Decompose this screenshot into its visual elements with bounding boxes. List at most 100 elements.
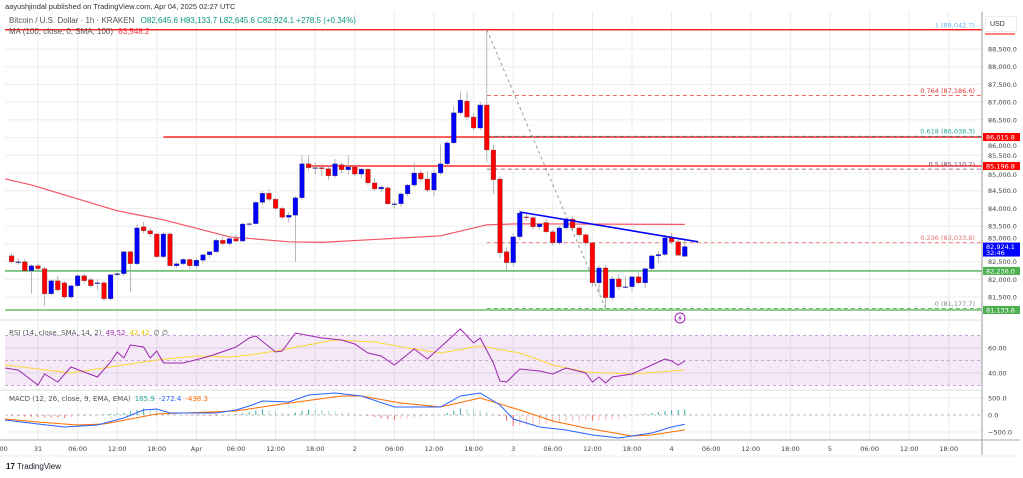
- macd-histogram-bar: [110, 413, 112, 415]
- candle-body: [339, 164, 345, 170]
- macd-histogram-bar: [552, 415, 554, 423]
- candle-body: [160, 233, 166, 257]
- price-badge-label: 85,196.8: [986, 163, 1015, 171]
- price-axis-label: 83,000.0: [988, 235, 1017, 243]
- rsi-pane: [4, 328, 982, 386]
- rsi-legend[interactable]: RSI (14, close, SMA, 14, 2) 49.52 42.42 ∅ ∅: [9, 329, 172, 338]
- price-axis-label: 85,000.0: [988, 171, 1017, 179]
- candle-body: [15, 261, 21, 263]
- signal-value: -438.3: [185, 395, 208, 403]
- fib-level-label: 0 (81,177.7): [935, 300, 975, 308]
- published-line: aayushjindal published on TradingView.co…: [5, 2, 236, 11]
- candle-body: [200, 254, 206, 261]
- candle-body: [319, 167, 325, 169]
- macd-histogram-bar: [143, 408, 145, 415]
- horizontal-levels[interactable]: [5, 29, 982, 311]
- symbol-legend[interactable]: Bitcoin / U.S. Dollar · 1h · KRAKEN O82,…: [9, 16, 356, 25]
- macd-histogram-bar: [360, 415, 362, 416]
- ma-value: 83,548.2: [118, 27, 150, 36]
- price-axis-label: 86,500.0: [988, 116, 1017, 124]
- macd-histogram-bar: [70, 415, 72, 418]
- candle-body: [81, 275, 87, 281]
- price-axis-label: 82,000.0: [988, 276, 1017, 284]
- macd-histogram-bar: [585, 415, 587, 421]
- macd-histogram-bar: [77, 415, 79, 417]
- macd-histogram-bar: [473, 409, 475, 415]
- tradingview-logo[interactable]: 17 TradingView: [6, 462, 61, 471]
- macd-histogram-bar: [644, 413, 646, 415]
- macd-histogram-bar: [149, 409, 151, 415]
- candle-body: [616, 278, 622, 287]
- candle-body: [543, 222, 549, 232]
- time-axis-label: 06:00: [860, 445, 879, 453]
- macd-histogram-bar: [578, 415, 580, 421]
- macd-histogram-bar: [446, 412, 448, 415]
- candle-body: [570, 218, 576, 229]
- flash-icon[interactable]: [674, 312, 686, 324]
- macd-histogram-bar: [189, 415, 191, 416]
- macd-histogram-bar: [96, 415, 98, 416]
- candle-body: [352, 166, 358, 175]
- candle-body: [42, 268, 48, 294]
- trendline[interactable]: [519, 211, 699, 243]
- macd-histogram-bar: [618, 415, 620, 420]
- candle-body: [583, 234, 589, 243]
- candle-body: [259, 193, 265, 203]
- macd-histogram-bar: [440, 415, 442, 416]
- macd-histogram-bar: [275, 411, 277, 415]
- macd-histogram-bar: [413, 415, 415, 418]
- ma-legend[interactable]: MA (100, close, 0, SMA, 100) 83,548.2: [9, 27, 149, 36]
- candle-body: [22, 261, 28, 271]
- macd-histogram-bar: [453, 410, 455, 415]
- ma-100-line: [4, 178, 685, 244]
- macd-histogram-bar: [202, 415, 204, 416]
- candle-body: [372, 182, 378, 190]
- candle-body: [108, 274, 114, 299]
- macd-histogram-bar: [525, 415, 527, 426]
- price-badge-label: 86,015.8: [986, 134, 1015, 142]
- fib-retracement[interactable]: 1 (89,042.7) 0.764 (87,186.6) 0.618 (86,03…: [486, 21, 982, 309]
- time-axis-label: 06:00: [227, 445, 246, 453]
- candle-body: [213, 240, 219, 252]
- macd-histogram-bar: [228, 414, 230, 416]
- price-axis-label: 81,500.0: [988, 294, 1017, 302]
- candle-body: [411, 172, 417, 186]
- macd-histogram-bar: [400, 415, 402, 420]
- macd-histogram-bar: [664, 411, 666, 415]
- candle-body: [504, 251, 510, 263]
- macd-histogram-bar: [123, 412, 125, 415]
- time-axis-label: 06:00: [68, 445, 87, 453]
- macd-histogram-bar: [347, 413, 349, 415]
- macd-histogram-bar: [479, 410, 481, 415]
- currency-button[interactable]: USD: [985, 16, 1017, 32]
- candle-body: [240, 223, 246, 242]
- time-axis-label: 12:00: [741, 445, 760, 453]
- macd-histogram-bar: [651, 412, 653, 415]
- macd-histogram-bar: [624, 415, 626, 418]
- macd-histogram-bar: [486, 412, 488, 415]
- candle-body: [603, 267, 609, 298]
- rsi-value: 49.52: [105, 329, 126, 337]
- candle-body: [431, 172, 437, 191]
- time-axis-label: 12:00: [900, 445, 919, 453]
- macd-histogram-bar: [532, 415, 534, 426]
- candle-body: [589, 242, 595, 283]
- candle-body: [358, 168, 364, 175]
- macd-histogram-bar: [598, 415, 600, 421]
- time-axis-label: 18:00: [147, 445, 166, 453]
- candle-body: [629, 276, 635, 287]
- candle-body: [636, 276, 642, 283]
- ohlc-values: O82,645.6 H83,133.7 L82,645.6 C82,924.1 …: [140, 16, 356, 25]
- candle-body: [523, 216, 529, 218]
- macd-histogram-bar: [156, 410, 158, 415]
- time-axis-label: 4: [670, 445, 674, 453]
- rsi-extra: ∅ ∅: [153, 329, 168, 337]
- grid: [5, 12, 982, 440]
- rsi-axis-label: 60.00: [988, 345, 1007, 353]
- time-axis-label: 31: [34, 445, 42, 453]
- macd-histogram-bar: [44, 415, 46, 418]
- macd-histogram-bar: [327, 410, 329, 415]
- macd-legend[interactable]: MACD (12, 26, close, 9, EMA, EMA) 165.9 -2…: [9, 395, 212, 404]
- macd-histogram-bar: [321, 410, 323, 415]
